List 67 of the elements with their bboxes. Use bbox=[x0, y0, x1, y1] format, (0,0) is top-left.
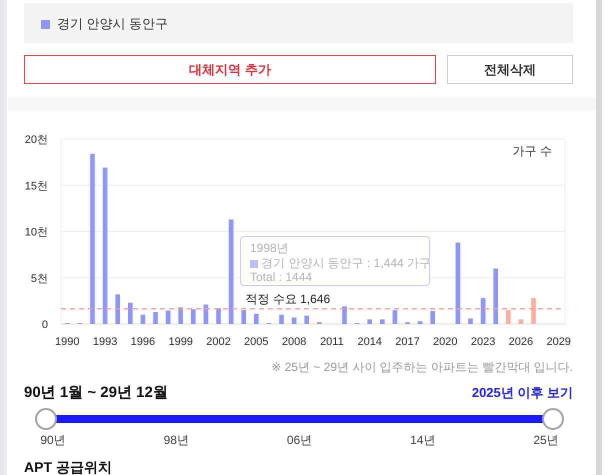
y-tick-label: 10천 bbox=[24, 226, 48, 238]
bar bbox=[204, 304, 208, 324]
text: ※ 25년 ~ 29년 사이 입주하는 아파트는 빨간막대 입니다. bbox=[271, 359, 573, 376]
y-tick-label: 5천 bbox=[30, 272, 48, 285]
bar bbox=[128, 302, 133, 324]
x-tick-label: 2017 bbox=[395, 336, 420, 348]
bar bbox=[506, 310, 511, 324]
legend: 경기 안양시 동안구 bbox=[24, 3, 573, 43]
bar bbox=[456, 242, 460, 324]
text: 90년 bbox=[39, 432, 67, 449]
y-tick-label: 15천 bbox=[24, 180, 48, 192]
bar bbox=[518, 319, 524, 324]
x-tick-label: 2008 bbox=[282, 336, 306, 348]
x-tick-label: 2023 bbox=[470, 336, 496, 348]
bar bbox=[367, 319, 372, 324]
button: 전체삭제 bbox=[447, 55, 573, 84]
x-tick-label: 1993 bbox=[92, 336, 118, 348]
text: APT 공급위치 bbox=[24, 459, 112, 475]
bar bbox=[228, 219, 234, 324]
legend-label: 경기 안양시 동안구 bbox=[57, 15, 168, 33]
text: 14년 bbox=[409, 432, 436, 449]
link: 2025년 이후 보기 bbox=[472, 384, 573, 402]
ref-line-label: 적정 수요 1,646 bbox=[245, 292, 330, 306]
x-tick-label: 2005 bbox=[244, 336, 269, 348]
x-tick-label: 1999 bbox=[168, 336, 193, 348]
button: 대체지역 추가 bbox=[24, 55, 436, 84]
bar bbox=[392, 310, 398, 324]
text: 90년 1월 ~ 29년 12월 bbox=[24, 383, 168, 402]
bar bbox=[115, 294, 120, 324]
bar bbox=[468, 318, 473, 324]
bar bbox=[304, 316, 310, 324]
x-tick-label: 1996 bbox=[130, 336, 156, 348]
x-tick-label: 2011 bbox=[320, 336, 344, 348]
text: 25년 bbox=[532, 432, 560, 449]
x-tick-label: 2026 bbox=[508, 336, 534, 348]
bar bbox=[102, 168, 108, 324]
bar bbox=[190, 309, 196, 324]
annotation: 경기 안양시 동안구 : 1,444 가구 bbox=[261, 255, 432, 272]
text: 98년 bbox=[162, 432, 190, 449]
tooltip: 1998년 경기 안양시 동안구 : 1,444 가구 Total : 1444 bbox=[240, 236, 430, 286]
bar bbox=[531, 298, 536, 324]
x-tick-label: 2014 bbox=[357, 336, 382, 348]
bar bbox=[241, 310, 246, 324]
x-tick-label: 2020 bbox=[433, 336, 458, 348]
bar bbox=[90, 154, 95, 324]
bar bbox=[254, 314, 259, 324]
bar bbox=[493, 268, 498, 324]
bar bbox=[140, 314, 146, 324]
bar bbox=[153, 312, 158, 324]
annotation: Total : 1444 bbox=[250, 270, 312, 284]
bar bbox=[418, 321, 422, 324]
bar bbox=[166, 310, 170, 324]
bar bbox=[430, 311, 436, 324]
text: 06년 bbox=[286, 432, 314, 449]
y-axis-title: 가구 수 bbox=[512, 144, 552, 158]
bar bbox=[279, 314, 284, 324]
x-tick-label: 1990 bbox=[55, 336, 80, 348]
bar bbox=[216, 308, 221, 324]
bar bbox=[342, 306, 347, 324]
annotation: 1998년 bbox=[250, 240, 289, 257]
y-tick-label: 0 bbox=[42, 319, 48, 331]
x-tick-label: 2029 bbox=[546, 336, 571, 348]
bar bbox=[380, 319, 385, 324]
y-tick-label: 20천 bbox=[24, 134, 48, 146]
bar bbox=[480, 298, 486, 324]
bar bbox=[292, 318, 296, 324]
x-tick-label: 2002 bbox=[206, 336, 231, 348]
